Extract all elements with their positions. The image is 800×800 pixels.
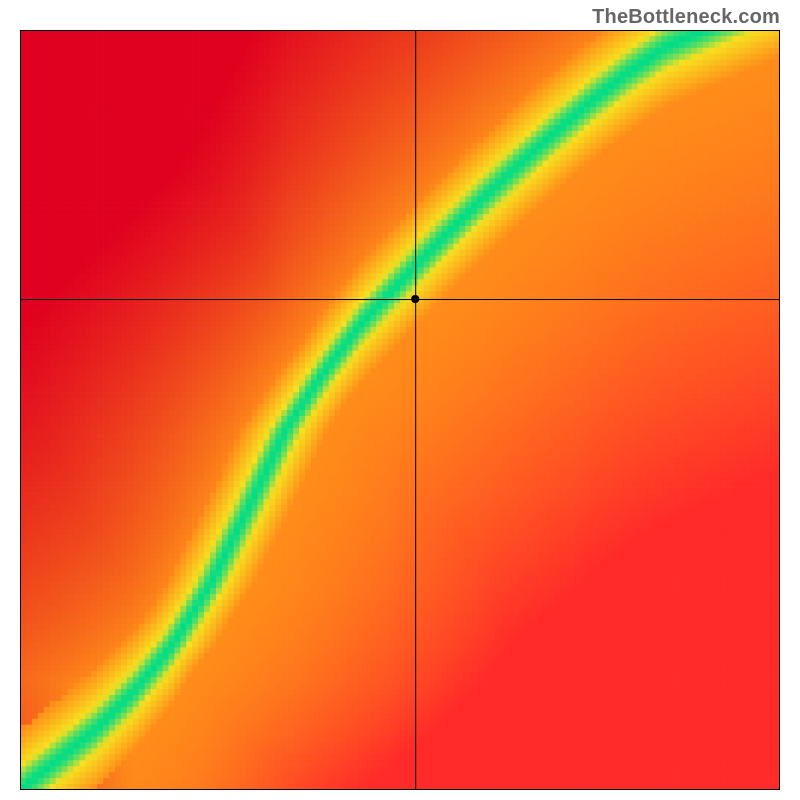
watermark-text: TheBottleneck.com	[592, 6, 780, 29]
heatmap-canvas	[20, 30, 780, 790]
